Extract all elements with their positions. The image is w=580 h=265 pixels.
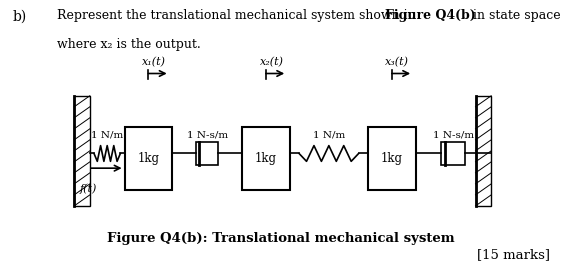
Text: Represent the translational mechanical system shown in: Represent the translational mechanical s…	[57, 9, 420, 22]
Text: in state space: in state space	[469, 9, 560, 22]
Text: where x₂ is the output.: where x₂ is the output.	[57, 38, 201, 51]
Text: f(t): f(t)	[79, 184, 97, 195]
Text: [15 marks]: [15 marks]	[477, 248, 550, 261]
Text: 1 N-s/m: 1 N-s/m	[187, 130, 228, 139]
Text: 1kg: 1kg	[381, 152, 403, 165]
Text: 1kg: 1kg	[255, 152, 277, 165]
Bar	[476, 96, 491, 206]
Text: b): b)	[13, 9, 27, 23]
Text: Figure Q4(b): Figure Q4(b)	[385, 9, 476, 22]
Text: x₃(t): x₃(t)	[386, 57, 409, 67]
Text: 1kg: 1kg	[137, 152, 160, 165]
Bar	[242, 127, 289, 190]
Bar	[441, 142, 466, 165]
Text: x₂(t): x₂(t)	[259, 57, 284, 67]
Text: x₁(t): x₁(t)	[142, 57, 166, 67]
Text: Figure Q4(b): Translational mechanical system: Figure Q4(b): Translational mechanical s…	[107, 232, 455, 245]
Text: 1 N/m: 1 N/m	[91, 130, 124, 139]
Text: 1 N-s/m: 1 N-s/m	[433, 130, 474, 139]
Bar	[74, 96, 90, 206]
Text: 1 N/m: 1 N/m	[313, 130, 345, 139]
Bar	[196, 142, 218, 165]
Bar	[368, 127, 416, 190]
Bar	[125, 127, 172, 190]
